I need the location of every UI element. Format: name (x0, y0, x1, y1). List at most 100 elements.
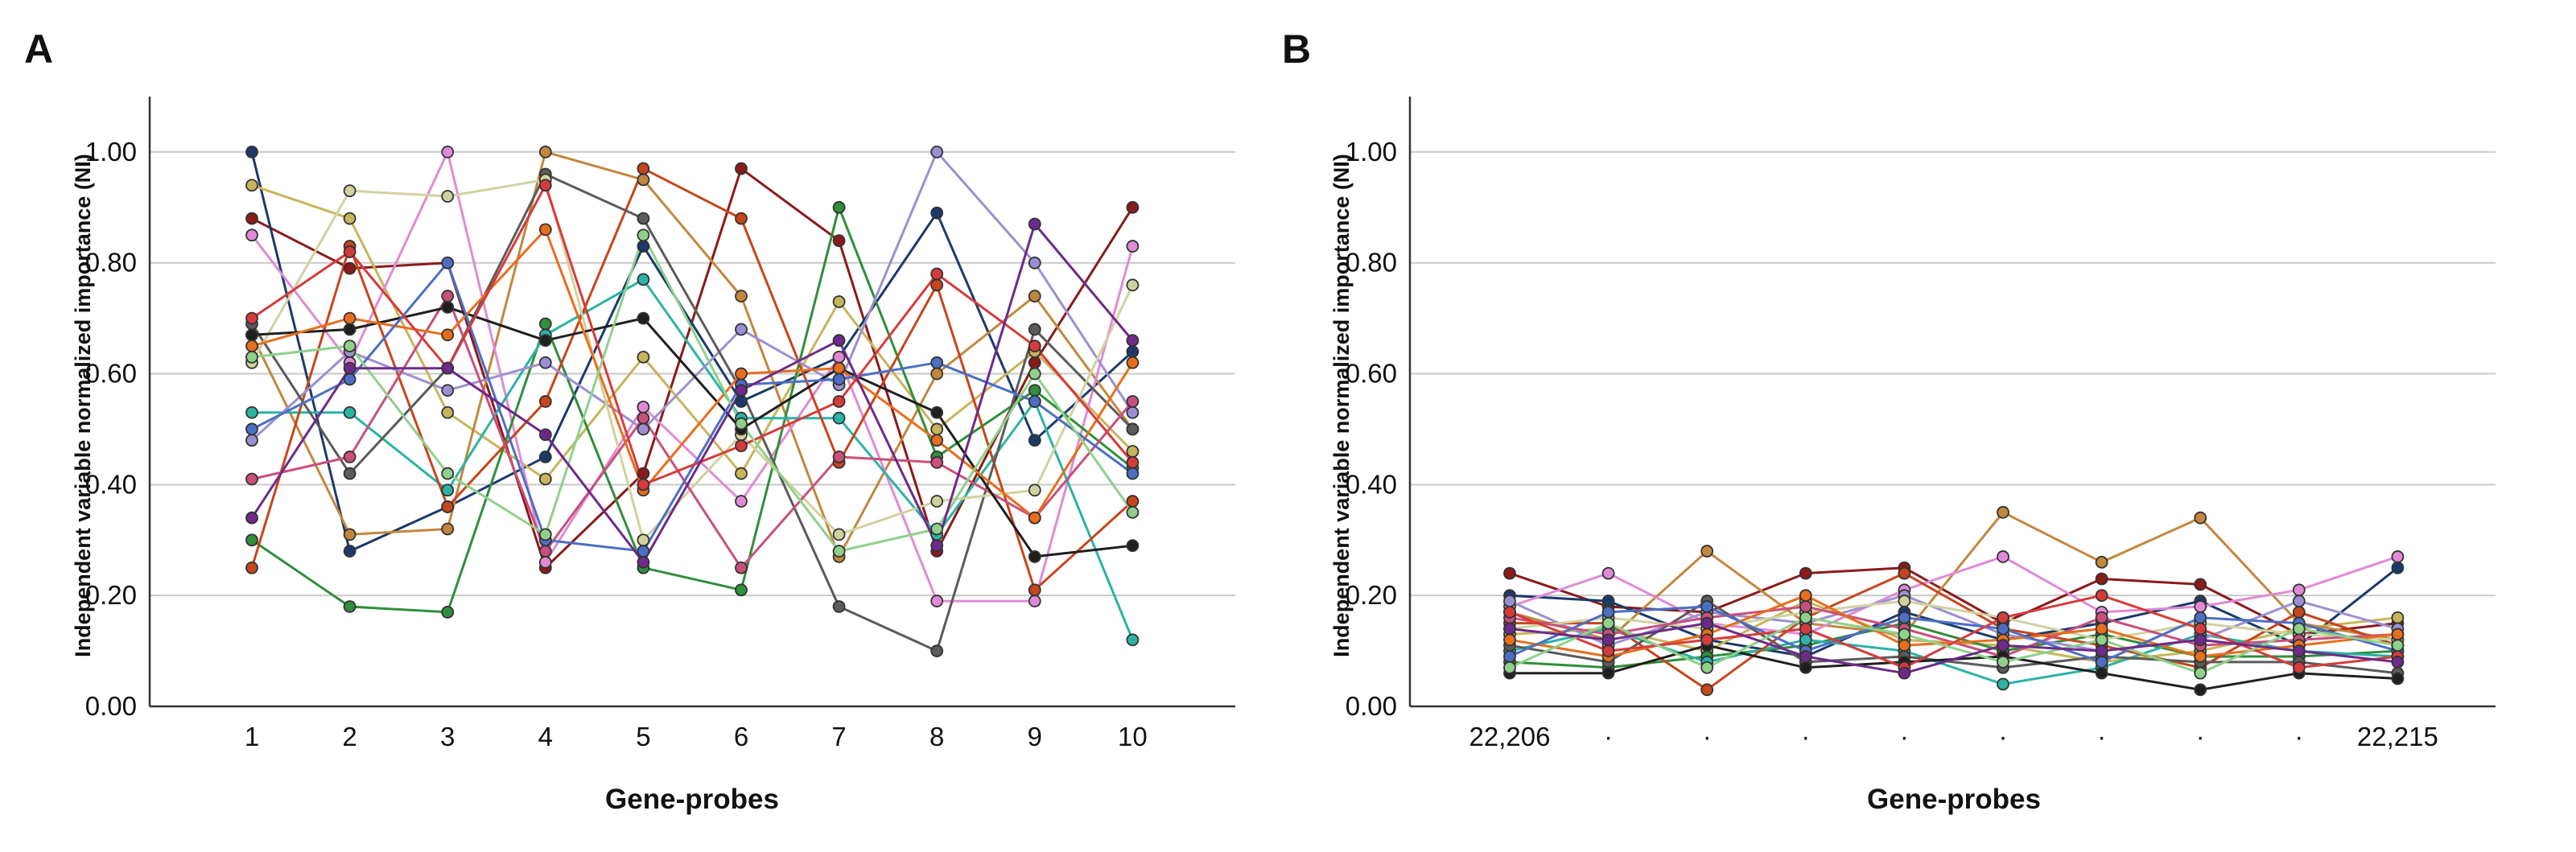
data-point-s18 (2194, 633, 2207, 647)
x-tick-label: · (1900, 722, 1909, 751)
data-point-s18 (343, 361, 357, 375)
data-point-s14 (832, 361, 846, 375)
y-axis-label: Independent variable normalized importan… (71, 154, 95, 657)
series-line-s13 (251, 306, 1133, 558)
y-tick-label: 0.00 (1346, 691, 1397, 721)
data-point-s12 (245, 472, 258, 486)
data-point-s18 (1700, 616, 1714, 630)
data-point-s12 (1126, 395, 1140, 408)
data-point-s18 (1503, 622, 1516, 636)
data-point-s18 (832, 334, 846, 348)
data-point-s5 (1028, 595, 1041, 607)
x-tick-label: · (2097, 722, 2106, 751)
data-point-s16 (735, 439, 748, 453)
data-point-s8 (637, 162, 650, 175)
data-point-s17 (930, 522, 944, 536)
data-point-s3 (343, 212, 357, 225)
data-point-s16 (343, 245, 357, 258)
data-point-s15 (245, 422, 258, 436)
series-line-s11 (250, 178, 1134, 541)
series-line-s11 (1509, 599, 2398, 641)
y-tick-label: 0.20 (85, 580, 137, 610)
data-point-s11 (637, 533, 650, 547)
series-line-s3 (251, 183, 1134, 480)
data-point-s15 (637, 545, 650, 558)
data-point-s9 (1126, 405, 1140, 419)
data-point-s11 (1028, 484, 1041, 497)
data-point-s18 (441, 361, 455, 375)
data-point-s14 (2095, 622, 2108, 636)
data-point-s9 (1028, 256, 1041, 270)
data-point-s16 (538, 179, 552, 192)
data-point-s2 (930, 206, 944, 220)
data-point-s16 (1028, 340, 1041, 352)
series-line-s16 (251, 183, 1134, 486)
data-point-s5 (2292, 583, 2306, 597)
data-point-s15 (1898, 611, 1911, 624)
data-point-s6 (538, 317, 552, 331)
data-point-s17 (832, 545, 846, 558)
data-point-s2 (343, 545, 357, 558)
data-point-s9 (245, 434, 258, 447)
data-point-s2 (2391, 561, 2405, 574)
data-point-s14 (2194, 650, 2207, 663)
data-point-s14 (245, 340, 258, 352)
data-point-s10 (1028, 323, 1041, 336)
data-point-s17 (2194, 666, 2207, 680)
data-point-s5 (1601, 566, 1615, 580)
data-point-s7 (1799, 633, 1812, 647)
x-tick-label: 4 (538, 722, 553, 751)
data-point-s4 (2194, 511, 2207, 525)
data-point-s13 (1028, 550, 1041, 563)
data-point-s17 (1601, 616, 1615, 630)
data-point-s12 (441, 290, 455, 303)
data-point-s5 (2391, 550, 2405, 563)
data-point-s1 (1799, 566, 1812, 580)
data-point-s17 (1028, 367, 1041, 381)
data-point-s1 (1126, 200, 1140, 214)
data-point-s8 (245, 561, 258, 574)
data-point-s8 (1898, 566, 1911, 580)
data-point-s16 (1700, 633, 1714, 647)
data-point-s3 (832, 295, 846, 308)
series-line-s8 (1510, 572, 2398, 691)
y-tick-label: 0.40 (85, 469, 137, 499)
data-point-s18 (245, 511, 258, 525)
data-point-s14 (538, 223, 552, 237)
data-point-s1 (245, 212, 258, 225)
data-point-s5 (245, 228, 258, 242)
data-point-s18 (1601, 633, 1615, 647)
series-line-s4 (250, 150, 1134, 558)
data-point-s13 (2391, 672, 2405, 685)
data-point-s14 (1126, 356, 1140, 369)
data-point-s12 (832, 451, 846, 463)
data-point-s14 (343, 311, 357, 325)
data-point-s6 (441, 605, 455, 619)
data-point-s16 (1503, 605, 1516, 619)
data-point-s5 (735, 495, 748, 508)
series-line-s2 (1509, 566, 2399, 658)
data-point-s8 (1028, 583, 1041, 597)
y-tick-label: 0.80 (1346, 248, 1397, 278)
data-point-s5 (832, 350, 846, 364)
data-point-s8 (441, 500, 455, 513)
data-point-s17 (2095, 633, 2108, 647)
x-tick-label: · (2196, 722, 2205, 751)
data-point-s16 (1799, 622, 1812, 636)
data-point-s18 (538, 428, 552, 442)
data-point-s15 (1997, 622, 2009, 636)
data-point-s13 (343, 323, 357, 336)
data-point-s4 (1997, 505, 2009, 519)
series-line-s1 (251, 167, 1134, 570)
x-tick-label: · (1999, 722, 2008, 751)
series-line-s9 (250, 150, 1134, 442)
data-point-s12 (2095, 611, 2108, 624)
series-line-s17 (251, 233, 1134, 553)
data-point-s18 (1799, 650, 1812, 663)
y-tick-label: 1.00 (1346, 137, 1397, 167)
series-line-s12 (251, 294, 1134, 570)
x-tick-label: 10 (1118, 722, 1148, 751)
data-point-s3 (637, 350, 650, 364)
panel-label: B (1282, 27, 1311, 72)
data-point-s15 (1028, 395, 1041, 408)
